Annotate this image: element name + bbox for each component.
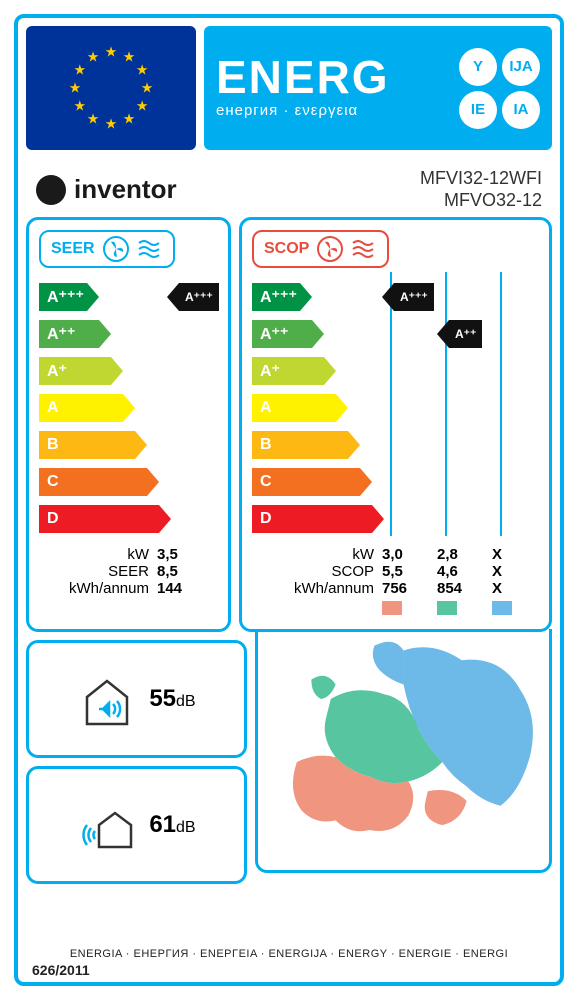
model-2: MFVO32-12: [420, 190, 542, 212]
eu-flag: ★★★★★★★★★★★★: [26, 26, 196, 150]
lang-circle: IA: [502, 91, 540, 129]
lang-circle: IJA: [502, 48, 540, 86]
europe-map-icon: [258, 629, 549, 870]
scop-header: SCOP: [252, 230, 389, 268]
outdoor-sound-icon: [77, 795, 137, 855]
indoor-sound-value: 55dB: [149, 685, 195, 713]
seer-panel: SEER A⁺⁺⁺ A⁺⁺⁺ A⁺⁺ A⁺ ABCD kW3,5SEER8,5kWh/a…: [26, 217, 231, 632]
indoor-sound: 55dB: [26, 640, 247, 758]
lang-circle: IE: [459, 91, 497, 129]
class-bar: A⁺: [39, 357, 111, 385]
scop-data-row: SCOP5,54,6X: [252, 563, 539, 580]
seer-data: kW3,5SEER8,5kWh/annum144: [39, 546, 218, 597]
lang-circle: Y: [459, 48, 497, 86]
class-bar: D: [39, 505, 159, 533]
class-bar: C: [39, 468, 147, 496]
regulation: 626/2011: [32, 962, 90, 978]
class-bar: B: [39, 431, 135, 459]
brand-name: inventor: [74, 174, 177, 205]
seer-data-row: kW3,5: [39, 546, 218, 563]
model-1: MFVI32-12WFI: [420, 168, 542, 190]
seer-label: SEER: [51, 240, 95, 258]
panels: SEER A⁺⁺⁺A⁺⁺⁺A⁺⁺A⁺ABCD kW3,5SEER8,5kWh/a…: [18, 217, 560, 640]
seer-data-row: kWh/annum144: [39, 580, 218, 597]
header: ★★★★★★★★★★★★ ENERG енергия · ενεργεια YI…: [18, 18, 560, 158]
outdoor-sound-value: 61dB: [149, 811, 195, 839]
seer-data-row: SEER8,5: [39, 563, 218, 580]
scop-data-row: kW3,02,8X: [252, 546, 539, 563]
heat-wave-icon: [351, 239, 377, 259]
rating-pointer: A⁺⁺⁺: [179, 283, 219, 311]
class-bar: A⁺⁺⁺: [39, 283, 87, 311]
class-bar: A: [39, 394, 123, 422]
scop-data: kW3,02,8XSCOP5,54,6XkWh/annum756854X: [252, 546, 539, 615]
class-bar: A⁺⁺: [39, 320, 99, 348]
zone-legend-row: [252, 601, 539, 615]
outdoor-sound: 61dB: [26, 766, 247, 884]
brand: inventor: [36, 174, 177, 205]
class-bar: D: [252, 505, 372, 533]
energ-title: ENERG: [216, 57, 451, 98]
climate-map: [255, 629, 552, 873]
scop-label: SCOP: [264, 240, 309, 258]
energ-box: ENERG енергия · ενεργεια YIJAIEIA: [204, 26, 552, 150]
rating-pointer: A⁺⁺⁺: [394, 283, 434, 311]
class-bar: A⁺: [252, 357, 324, 385]
seer-header: SEER: [39, 230, 175, 268]
fan-icon: [103, 236, 129, 262]
lower-section: 55dB 61dB: [18, 640, 560, 884]
scop-data-row: kWh/annum756854X: [252, 580, 539, 597]
footer-text: ENERGIA · ЕНЕРГИЯ · ΕΝΕΡΓΕΙΑ · ENERGIJA …: [26, 948, 552, 960]
class-bar: B: [252, 431, 348, 459]
brand-logo-icon: [36, 175, 66, 205]
brand-row: inventor MFVI32-12WFI MFVO32-12: [18, 158, 560, 217]
rating-pointer: A⁺⁺: [449, 320, 482, 348]
energy-label: ★★★★★★★★★★★★ ENERG енергия · ενεργεια YI…: [14, 14, 564, 986]
lang-circles: YIJAIEIA: [459, 48, 540, 129]
scop-panel: SCOP A⁺⁺⁺ A⁺⁺⁺ A⁺⁺ A⁺⁺ A⁺ ABCD kW3,02,8XSCOP5…: [239, 217, 552, 632]
class-bar: A⁺⁺⁺: [252, 283, 300, 311]
class-bar: A⁺⁺: [252, 320, 312, 348]
indoor-sound-icon: [77, 669, 137, 729]
seer-scale: A⁺⁺⁺ A⁺⁺⁺ A⁺⁺ A⁺ ABCD: [39, 280, 218, 536]
class-bar: A: [252, 394, 336, 422]
sound-column: 55dB 61dB: [26, 640, 247, 884]
model-numbers: MFVI32-12WFI MFVO32-12: [420, 168, 542, 211]
class-bar: C: [252, 468, 360, 496]
fan-icon-heat: [317, 236, 343, 262]
scop-scale: A⁺⁺⁺ A⁺⁺⁺ A⁺⁺ A⁺⁺ A⁺ ABCD: [252, 280, 539, 536]
cool-wave-icon: [137, 239, 163, 259]
energ-subtitle: енергия · ενεργεια: [216, 102, 451, 119]
